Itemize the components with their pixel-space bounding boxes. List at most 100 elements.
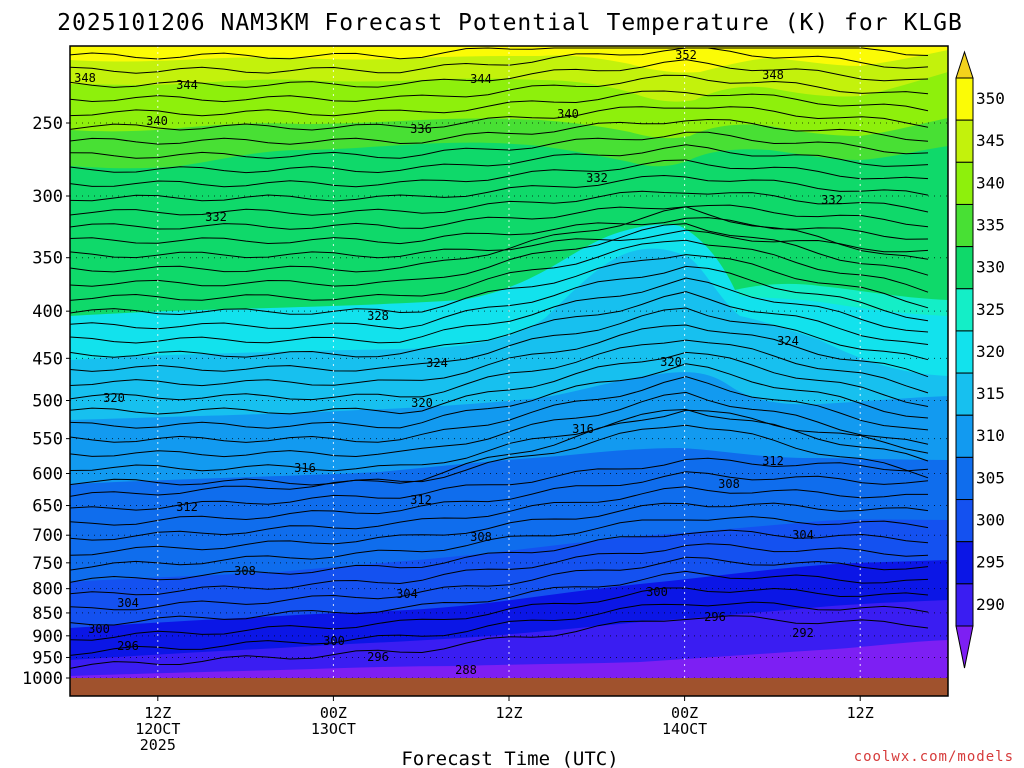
isentrope-line	[69, 144, 929, 174]
contour-label: 344	[470, 72, 492, 86]
colorbar-label: 340	[976, 173, 1005, 192]
x-tick-label: 00Z	[671, 704, 698, 722]
x-axis-label: Forecast Time (UTC)	[401, 748, 618, 768]
colorbar-swatch	[955, 372, 974, 416]
contour-label: 300	[88, 622, 110, 636]
colorbar-swatch	[955, 583, 974, 627]
y-tick-label: 950	[32, 648, 63, 668]
colorbar-label: 305	[976, 468, 1005, 487]
contour-label: 328	[367, 309, 389, 323]
isentrope-line	[69, 291, 929, 358]
colorbar-label: 300	[976, 511, 1005, 530]
colorbar-swatch	[955, 77, 974, 121]
colorbar-label: 330	[976, 258, 1005, 277]
contour-label: 296	[704, 610, 726, 624]
isentrope-line	[69, 391, 929, 458]
isentrope-line	[69, 307, 929, 372]
y-tick-label: 700	[32, 526, 63, 546]
credit-link[interactable]: coolwx.com/models	[854, 749, 1014, 765]
contour-label: 344	[176, 78, 198, 92]
isentrope-line	[69, 601, 929, 656]
colorbar-swatch	[955, 499, 974, 543]
colorbar-swatch	[955, 288, 974, 332]
contour-label: 332	[821, 193, 843, 207]
contour-label: 292	[792, 626, 814, 640]
colorbar-arrow-bottom	[955, 625, 974, 669]
contour-label: 296	[367, 650, 389, 664]
isentrope-line	[69, 223, 929, 287]
y-tick-label: 850	[32, 604, 63, 624]
y-tick-label: 500	[32, 392, 63, 412]
colorbar-swatch	[955, 119, 974, 163]
isentrope-line	[69, 159, 929, 188]
contour-label: 320	[660, 355, 682, 369]
isentrope-line	[69, 471, 929, 526]
isentrope-line	[69, 206, 929, 273]
contour-label: 320	[103, 391, 125, 405]
isentrope-line	[69, 339, 929, 401]
contour-label: 304	[396, 587, 418, 601]
isentrope-line	[69, 502, 929, 556]
isentrope-line	[69, 47, 929, 74]
contour-label: 308	[718, 477, 740, 491]
contour-label: 324	[777, 334, 799, 348]
contour-labels: 352 348 348 344 344 340 340 336 332 332 332 328 324 3…	[74, 48, 843, 677]
contour-label: 340	[557, 107, 579, 121]
colorbar-label: 295	[976, 553, 1005, 572]
contour-label: 320	[411, 396, 433, 410]
contour-label: 300	[646, 585, 668, 599]
contour-label: 312	[762, 454, 784, 468]
contour-label: 304	[792, 528, 814, 542]
colorbar: 350 345 340 335 330 325 320 315 310 305 300 295 290	[955, 50, 1005, 669]
y-tick-label: 550	[32, 430, 63, 450]
y-tick-label: 650	[32, 497, 63, 517]
isentrope-line	[69, 457, 929, 511]
isentrope-line	[69, 174, 929, 202]
y-tick-label: 800	[32, 580, 63, 600]
colorbar-label: 345	[976, 131, 1005, 150]
colorbar-label: 350	[976, 89, 1005, 108]
colorbar-label: 290	[976, 595, 1005, 614]
contour-label: 340	[146, 114, 168, 128]
contour-label: 332	[586, 171, 608, 185]
isentrope-line	[69, 254, 929, 316]
colorbar-swatch	[955, 330, 974, 374]
colorbar-swatch	[955, 414, 974, 458]
isentrope-line	[69, 363, 929, 429]
isentrope-line	[69, 47, 929, 60]
isentrope-line	[69, 190, 929, 216]
y-tick-label: 1000	[22, 669, 63, 689]
ground-surface	[70, 678, 948, 696]
contour-label: 348	[762, 68, 784, 82]
contour-label: 332	[205, 210, 227, 224]
isentrope-line	[69, 277, 929, 344]
y-tick-label: 600	[32, 464, 63, 484]
colorbar-swatch	[955, 456, 974, 501]
colorbar-label: 335	[976, 215, 1005, 234]
isentrope-line	[69, 486, 928, 541]
contour-label: 316	[572, 422, 594, 436]
y-tick-label: 250	[32, 114, 63, 134]
isentrope-line	[69, 204, 929, 230]
isentrope-line	[69, 106, 929, 131]
isentrope-line	[69, 409, 929, 497]
contour-label: 312	[176, 500, 198, 514]
contour-label: 312	[410, 493, 432, 507]
x-tick-label: 12Z	[847, 704, 874, 722]
isentrope-line	[69, 265, 929, 330]
band-352	[70, 46, 948, 73]
x-tick-label: 2025	[140, 736, 176, 754]
contour-label: 308	[470, 530, 492, 544]
isentrope-line	[69, 543, 929, 596]
contour-label: 308	[234, 564, 256, 578]
chart-title: 2025101206 NAM3KM Forecast Potential Tem…	[57, 10, 963, 36]
contour-lines	[69, 47, 929, 669]
isentrope-line	[69, 90, 929, 117]
contour-label: 300	[323, 634, 345, 648]
isentrope-line	[69, 324, 929, 387]
contour-label: 352	[675, 48, 697, 62]
isentrope-line	[69, 424, 929, 486]
x-tick-label: 12Z	[495, 704, 522, 722]
